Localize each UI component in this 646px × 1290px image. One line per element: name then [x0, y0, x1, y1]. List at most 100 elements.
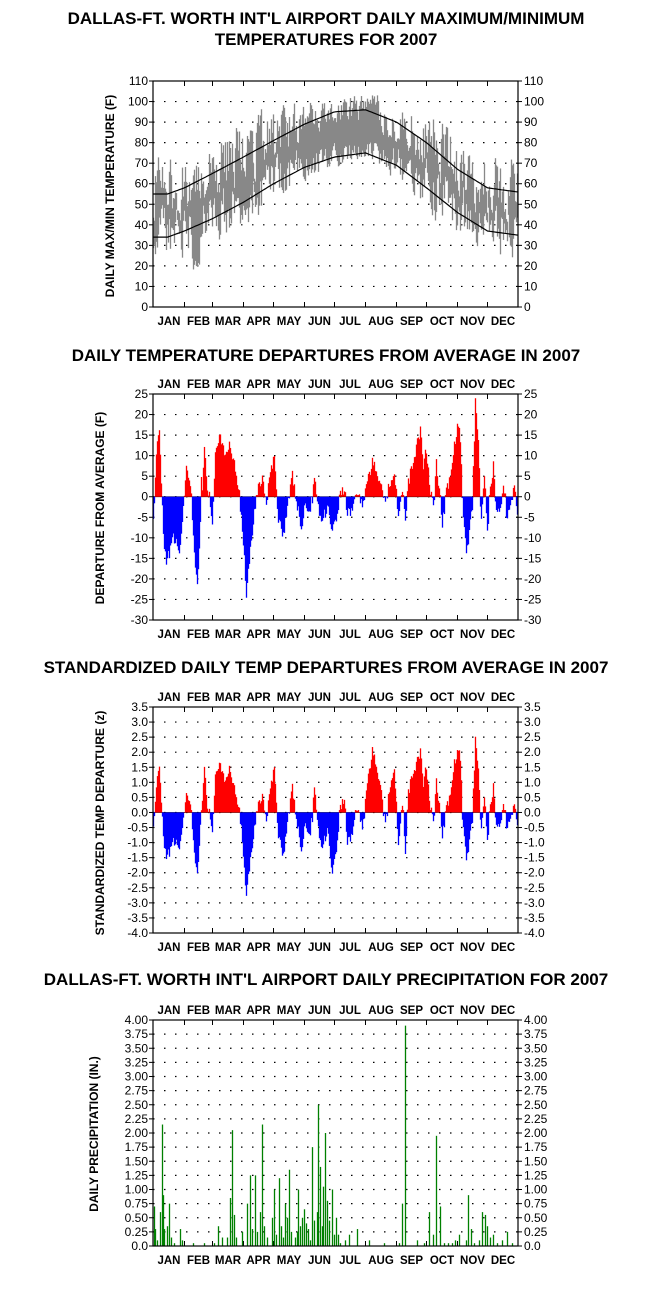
month-label-bottom: MAR	[215, 1255, 242, 1267]
y-tick-label-left: -5	[137, 510, 148, 524]
month-label-top: JAN	[157, 1005, 180, 1017]
month-label-top: DEC	[491, 692, 515, 704]
plot-frame	[152, 80, 519, 308]
month-label-top: MAY	[277, 692, 302, 704]
month-label-bottom: DEC	[491, 1255, 515, 1267]
month-label-bottom: FEB	[187, 942, 210, 954]
month-label-bottom: JAN	[157, 942, 180, 954]
month-label-top: JAN	[157, 692, 180, 704]
precipitation-panel: DALLAS-FT. WORTH INT'L AIRPORT DAILY PRE…	[44, 970, 608, 1267]
y-tick-label-right: 2.50	[524, 1098, 548, 1112]
y-tick-label-right: 0	[524, 300, 531, 314]
y-tick-label-left: 1.25	[125, 1168, 149, 1182]
month-label-bottom: MAY	[277, 1255, 302, 1267]
month-label-bottom: JUN	[308, 316, 331, 328]
y-tick-label-left: 40	[135, 218, 149, 232]
y-axis-label: DAILY PRECIPITATION (IN.)	[87, 1056, 101, 1212]
y-tick-label-left: 70	[135, 156, 149, 170]
y-tick-label-right: 2.0	[524, 745, 541, 759]
month-label-top: NOV	[460, 692, 485, 704]
y-tick-label-left: 50	[135, 197, 149, 211]
y-tick-label-right: -25	[524, 592, 542, 606]
y-tick-label-left: -3.0	[127, 896, 148, 910]
plot-frame	[152, 706, 519, 934]
y-tick-label-right: 2.75	[524, 1084, 548, 1098]
y-tick-label-left: -1.5	[127, 851, 148, 865]
y-tick-label-right: 50	[524, 197, 538, 211]
y-tick-label-right: 15	[524, 428, 538, 442]
y-tick-label-right: 0.25	[524, 1225, 548, 1239]
y-tick-label-left: 0.25	[125, 1225, 149, 1239]
month-label-top: NOV	[460, 1005, 485, 1017]
y-tick-label-left: 20	[135, 259, 149, 273]
y-tick-label-left: -20	[131, 572, 149, 586]
y-tick-label-right: 25	[524, 387, 538, 401]
month-label-bottom: FEB	[187, 629, 210, 641]
month-label-bottom: SEP	[400, 629, 423, 641]
month-label-bottom: AUG	[368, 316, 394, 328]
y-tick-label-right: 0.0	[524, 1239, 541, 1253]
y-tick-label-left: 1.75	[125, 1140, 149, 1154]
y-tick-label-right: -2.0	[524, 866, 545, 880]
plot-frame	[152, 393, 519, 621]
month-label-top: MAY	[277, 1005, 302, 1017]
y-tick-label-left: 2.75	[125, 1084, 149, 1098]
y-tick-label-right: 60	[524, 177, 538, 191]
month-label-top: OCT	[430, 1005, 454, 1017]
y-tick-label-left: 30	[135, 238, 149, 252]
y-tick-label-right: 0.75	[524, 1197, 548, 1211]
y-tick-label-right: 5	[524, 469, 531, 483]
y-tick-label-left: -15	[131, 551, 149, 565]
y-tick-label-left: -25	[131, 592, 149, 606]
chart-title-line-2: TEMPERATURES FOR 2007	[215, 30, 438, 49]
y-tick-label-left: 2.00	[125, 1126, 149, 1140]
y-tick-label-right: 1.5	[524, 760, 541, 774]
month-label-bottom: JUL	[339, 629, 361, 641]
y-tick-label-left: 15	[135, 428, 149, 442]
y-tick-label-left: 0	[141, 300, 148, 314]
y-axis-label: DAILY MAX/MIN TEMPERATURE (F)	[103, 95, 117, 297]
month-label-bottom: JAN	[157, 629, 180, 641]
y-tick-label-right: 0.50	[524, 1211, 548, 1225]
y-tick-label-left: 3.25	[125, 1055, 149, 1069]
month-label-top: JUN	[308, 1005, 331, 1017]
month-label-top: SEP	[400, 1005, 423, 1017]
y-tick-label-left: 0.50	[125, 1211, 149, 1225]
month-label-bottom: DEC	[491, 942, 515, 954]
month-label-top: DEC	[491, 379, 515, 391]
y-tick-label-left: -3.5	[127, 911, 148, 925]
month-label-bottom: JAN	[157, 1255, 180, 1267]
chart-title: DAILY TEMPERATURE DEPARTURES FROM AVERAG…	[72, 346, 581, 365]
y-tick-label-right: -3.5	[524, 911, 545, 925]
month-label-bottom: NOV	[460, 629, 485, 641]
y-tick-label-right: 1.25	[524, 1168, 548, 1182]
y-tick-label-right: 20	[524, 259, 538, 273]
month-label-bottom: AUG	[368, 1255, 394, 1267]
month-label-top: APR	[246, 692, 271, 704]
y-tick-label-left: 1.5	[131, 760, 148, 774]
month-label-top: JUL	[339, 379, 361, 391]
y-tick-label-left: 60	[135, 177, 149, 191]
y-tick-label-right: 0.5	[524, 790, 541, 804]
month-label-bottom: MAR	[215, 316, 242, 328]
month-label-top: JUN	[308, 379, 331, 391]
y-tick-label-right: 110	[524, 74, 543, 88]
month-label-bottom: OCT	[430, 316, 454, 328]
y-tick-label-left: 2.25	[125, 1112, 149, 1126]
y-tick-label-right: -15	[524, 551, 542, 565]
y-tick-label-left: 0.5	[131, 790, 148, 804]
month-label-bottom: MAR	[215, 629, 242, 641]
month-label-top: MAR	[215, 379, 242, 391]
month-label-bottom: FEB	[187, 316, 210, 328]
y-tick-label-right: 3.75	[524, 1027, 548, 1041]
y-tick-label-right: -5	[524, 510, 535, 524]
month-label-bottom: FEB	[187, 1255, 210, 1267]
y-tick-label-left: 2.50	[125, 1098, 149, 1112]
month-label-top: SEP	[400, 379, 423, 391]
y-axis-label: DEPARTURE FROM AVERAGE (F)	[93, 412, 107, 604]
month-label-bottom: NOV	[460, 942, 485, 954]
month-label-top: OCT	[430, 379, 454, 391]
y-tick-label-right: -2.5	[524, 881, 545, 895]
y-tick-label-left: 0	[141, 490, 148, 504]
